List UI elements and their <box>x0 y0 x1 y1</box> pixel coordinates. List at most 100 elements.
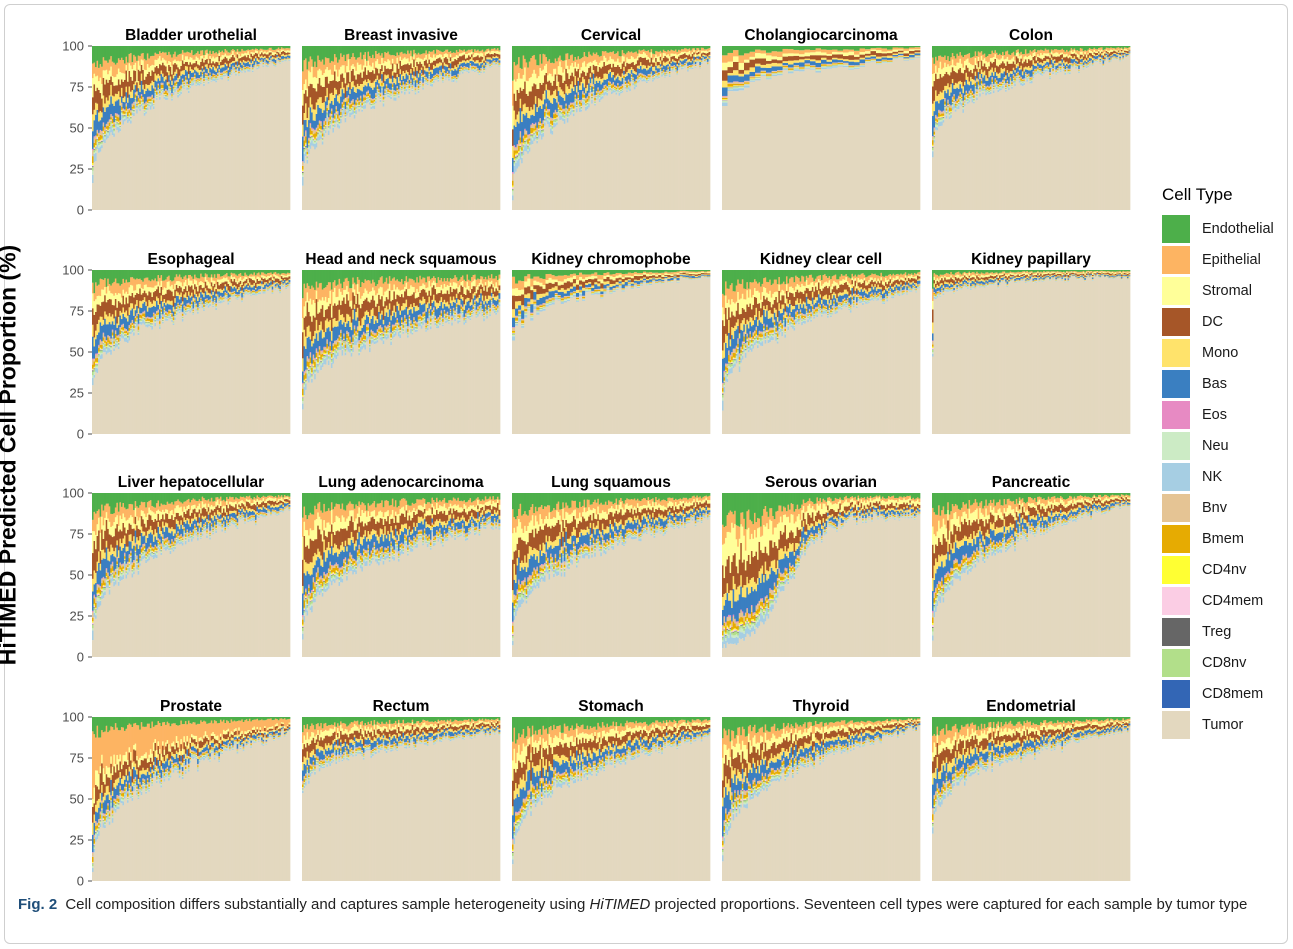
bar-segment-tumor <box>113 136 116 210</box>
bar-segment-bnv <box>134 93 137 95</box>
bar-segment-endothelial <box>152 46 155 56</box>
bar-segment-bnv <box>119 120 122 122</box>
bar-segment-neu <box>155 97 158 99</box>
bar-segment-bmem <box>245 67 248 69</box>
bar-segment-neu <box>210 79 213 81</box>
bar-segment-bas <box>137 88 140 96</box>
bar-segment-stromal <box>117 68 120 80</box>
bar-segment-bas <box>212 66 215 74</box>
bar-segment-endothelial <box>172 46 175 55</box>
bar-segment-cd8nv <box>232 67 234 69</box>
bar-segment-epithelial <box>498 50 501 52</box>
bar-segment-stromal <box>222 55 225 59</box>
bar-segment-bnv <box>168 82 171 84</box>
bar-segment-epithelial <box>194 54 196 60</box>
bar-segment-dc <box>178 69 181 76</box>
bar-segment-bas <box>224 64 227 71</box>
bar-segment-mono <box>114 93 117 102</box>
bar-segment-stromal <box>242 53 245 57</box>
bar-segment-stromal <box>212 56 215 62</box>
bar-segment-mono <box>204 64 207 67</box>
bar-segment-mono <box>145 84 148 91</box>
bar-segment-bmem <box>122 110 125 114</box>
bar-segment-mono <box>163 76 166 82</box>
panel-title: Breast invasive <box>344 27 458 44</box>
bar-segment-stromal <box>151 64 154 71</box>
bar-segment-bas <box>206 68 209 74</box>
bar-segment-bmem <box>172 87 175 89</box>
bar-segment-cd4nv <box>181 82 184 83</box>
bar-segment-cd8nv <box>137 103 140 105</box>
bar-segment-stromal <box>95 76 97 92</box>
bar-segment-epithelial <box>111 61 114 77</box>
bar-segment-cd8nv <box>186 84 189 87</box>
bar-segment-bnv <box>108 119 111 123</box>
bar-segment-neu <box>165 96 167 98</box>
bar-segment-cd4mem <box>194 77 196 79</box>
bar-segment-endothelial <box>137 46 140 56</box>
bar-segment-cd8nv <box>194 78 196 80</box>
bar-segment-mono <box>110 84 113 97</box>
bar-segment-bas <box>183 74 186 82</box>
bar-segment-nk <box>113 133 116 137</box>
bar-segment-dc <box>235 61 238 65</box>
bar-segment-nk <box>210 80 213 82</box>
bar-segment-stromal <box>245 53 248 58</box>
bar-segment-tumor <box>238 75 241 210</box>
bar-segment-eos <box>171 93 174 94</box>
bar-segment-bnv <box>224 70 227 72</box>
bar-segment-dc <box>93 84 96 110</box>
bar-segment-tumor <box>122 124 125 210</box>
bar-segment-epithelial <box>239 51 242 57</box>
bar-segment-bmem <box>204 74 207 76</box>
bar-segment-tumor <box>230 74 233 211</box>
bar-segment-treg <box>107 131 110 132</box>
bar-segment-bmem <box>131 106 134 109</box>
bar-segment-cd8nv <box>169 90 172 92</box>
bar-segment-nk <box>183 87 186 89</box>
bar-segment-cd4mem <box>189 83 192 85</box>
bar-segment-dc <box>200 62 203 70</box>
bar-segment-eos <box>178 85 181 87</box>
bar-segment-bas <box>128 94 131 109</box>
bar-segment-bnv <box>130 110 132 113</box>
bar-segment-endothelial <box>192 46 195 56</box>
bar-segment-endothelial <box>212 46 215 52</box>
bar-segment-cd4nv <box>108 126 111 127</box>
bar-segment-neu <box>105 131 108 134</box>
bar-segment-endothelial <box>204 46 207 51</box>
bar-segment-tumor <box>201 78 204 210</box>
bar-segment-stromal <box>163 59 166 66</box>
bar-segment-epithelial <box>222 52 225 56</box>
bar-segment-neu <box>186 86 189 88</box>
bar-segment-bas <box>198 74 201 79</box>
bar-segment-bnv <box>139 98 142 101</box>
bar-segment-cd4mem <box>113 127 116 129</box>
bar-segment-endothelial <box>201 46 204 51</box>
bar-segment-cd4nv <box>116 120 119 122</box>
bar-segment-nk <box>218 74 221 76</box>
bar-segment-endothelial <box>184 46 187 53</box>
bar-segment-cd8nv <box>146 104 149 106</box>
bar-segment-bas <box>146 88 149 97</box>
bar-segment-neu <box>113 131 116 134</box>
bar-segment-bas <box>99 120 102 130</box>
bar-segment-mono <box>224 62 227 65</box>
bar-segment-endothelial <box>224 46 227 50</box>
bar-segment-cd8nv <box>197 81 199 82</box>
bar-segment-bas <box>201 68 204 72</box>
bar-segment-cd8nv <box>157 88 160 91</box>
bar-segment-nk <box>116 126 119 130</box>
bar-segment-bmem <box>178 88 181 91</box>
bar-segment-endothelial <box>221 46 224 51</box>
bar-segment-epithelial <box>160 53 163 61</box>
bar-segment-cd4nv <box>174 85 177 87</box>
bar-segment-tumor <box>136 113 139 210</box>
bar-segment-mono <box>187 74 190 79</box>
bar-segment-neu <box>163 96 166 97</box>
bar-segment-endothelial <box>143 46 146 59</box>
bar-segment-neu <box>175 86 178 87</box>
bar-segment-bmem <box>238 71 241 73</box>
bar-segment-tumor <box>171 100 174 210</box>
bar-segment-bnv <box>162 83 164 86</box>
